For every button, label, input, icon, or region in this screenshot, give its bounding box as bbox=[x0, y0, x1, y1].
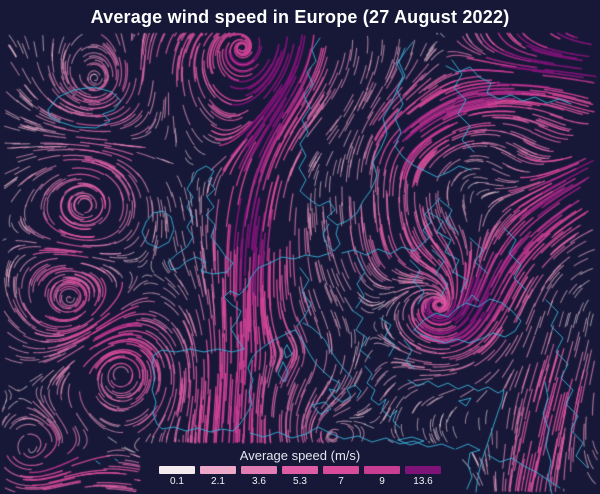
legend-swatch-label: 0.1 bbox=[170, 476, 184, 487]
legend-item: 9 bbox=[364, 466, 400, 487]
legend-swatches: 0.1 2.1 3.6 5.3 7 9 13.6 bbox=[159, 466, 441, 487]
legend-item: 7 bbox=[323, 466, 359, 487]
legend: Average speed (m/s) 0.1 2.1 3.6 5.3 7 9 13.6 bbox=[159, 448, 441, 487]
legend-item: 5.3 bbox=[282, 466, 318, 487]
legend-title: Average speed (m/s) bbox=[239, 448, 361, 463]
legend-swatch bbox=[405, 466, 441, 474]
legend-swatch-label: 9 bbox=[379, 476, 385, 487]
legend-swatch bbox=[200, 466, 236, 474]
legend-swatch bbox=[241, 466, 277, 474]
legend-swatch-label: 2.1 bbox=[211, 476, 225, 487]
legend-swatch-label: 13.6 bbox=[413, 476, 433, 487]
legend-item: 0.1 bbox=[159, 466, 195, 487]
legend-item: 3.6 bbox=[241, 466, 277, 487]
legend-swatch bbox=[364, 466, 400, 474]
legend-swatch-label: 3.6 bbox=[252, 476, 266, 487]
legend-swatch bbox=[282, 466, 318, 474]
legend-swatch bbox=[323, 466, 359, 474]
legend-swatch bbox=[159, 466, 195, 474]
legend-item: 2.1 bbox=[200, 466, 236, 487]
legend-swatch-label: 7 bbox=[338, 476, 344, 487]
legend-swatch-label: 5.3 bbox=[293, 476, 307, 487]
legend-item: 13.6 bbox=[405, 466, 441, 487]
page-title: Average wind speed in Europe (27 August … bbox=[90, 7, 510, 27]
